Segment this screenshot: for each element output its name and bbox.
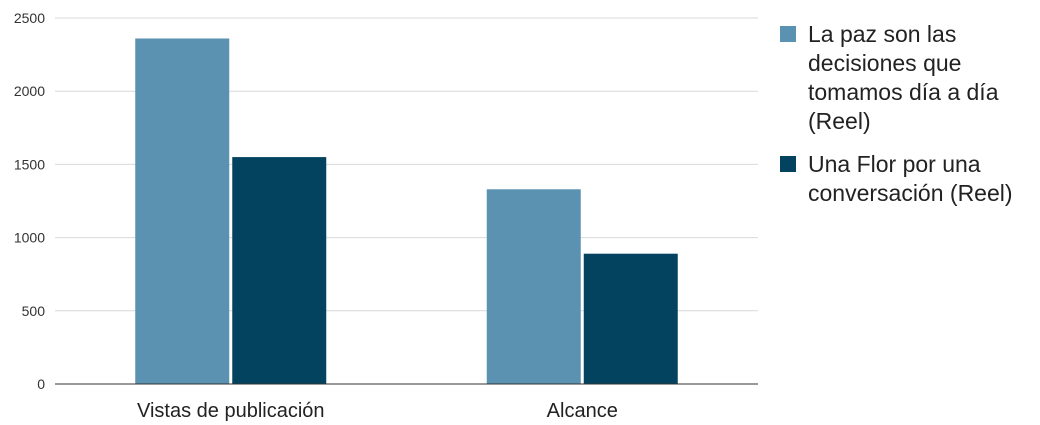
y-tick-label-2500: 2500 [14, 10, 45, 26]
bar-1-series-1 [135, 38, 230, 384]
legend-item-series-1: La paz son las decisiones que tomamos dí… [780, 20, 1035, 136]
x-category-label-2: Alcance [547, 400, 618, 422]
y-axis-tick-labels: 0 500 1000 1500 2000 2500 [14, 10, 45, 392]
y-tick-label-0: 0 [37, 376, 45, 392]
y-tick-label-2000: 2000 [14, 83, 45, 99]
legend: La paz son las decisiones que tomamos dí… [780, 20, 1035, 222]
bar-2-series-2 [583, 253, 678, 384]
legend-swatch-series-2 [780, 156, 796, 172]
legend-label-series-2: Una Flor por una conversación (Reel) [808, 151, 1013, 206]
x-category-label-1: Vistas de publicación [137, 400, 325, 422]
y-tick-label-1000: 1000 [14, 230, 45, 246]
legend-swatch-series-1 [780, 26, 796, 42]
bar-2-series-1 [486, 189, 581, 384]
legend-item-series-2: Una Flor por una conversación (Reel) [780, 150, 1035, 208]
y-tick-label-500: 500 [22, 303, 46, 319]
x-axis-category-labels: Vistas de publicación Alcance [137, 400, 618, 422]
legend-label-series-1: La paz son las decisiones que tomamos dí… [808, 21, 999, 134]
bars [135, 38, 678, 384]
bar-chart: 0 500 1000 1500 2000 2500 Vistas de publicaci… [14, 10, 758, 422]
bar-1-series-2 [232, 157, 327, 384]
y-tick-label-1500: 1500 [14, 156, 45, 172]
